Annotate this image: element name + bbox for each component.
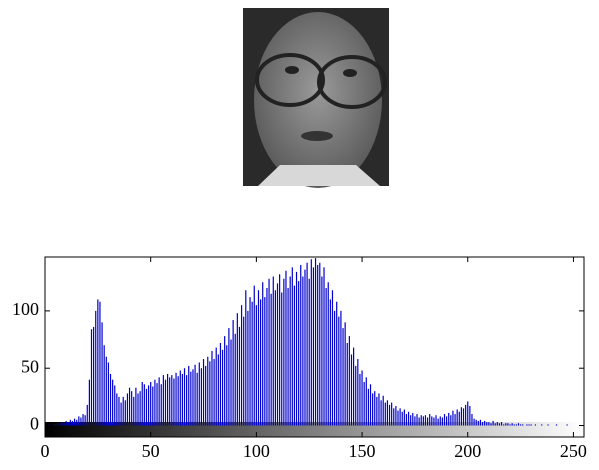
x-tick-label: 150 — [349, 441, 376, 461]
x-tick-label: 200 — [454, 441, 481, 461]
x-tick-label: 100 — [243, 441, 270, 461]
y-tick-label: 100 — [12, 299, 39, 319]
colorbar — [45, 422, 584, 437]
x-tick-label: 50 — [142, 441, 160, 461]
face-photo — [243, 8, 389, 188]
y-tick-label: 50 — [21, 356, 39, 376]
axes-box — [44, 256, 585, 438]
y-tick-label: 0 — [30, 414, 39, 434]
x-tick-label: 0 — [41, 441, 50, 461]
histogram-axes: 0 50 100 0 50 100 150 200 250 — [12, 256, 587, 461]
x-tick-label: 250 — [560, 441, 587, 461]
